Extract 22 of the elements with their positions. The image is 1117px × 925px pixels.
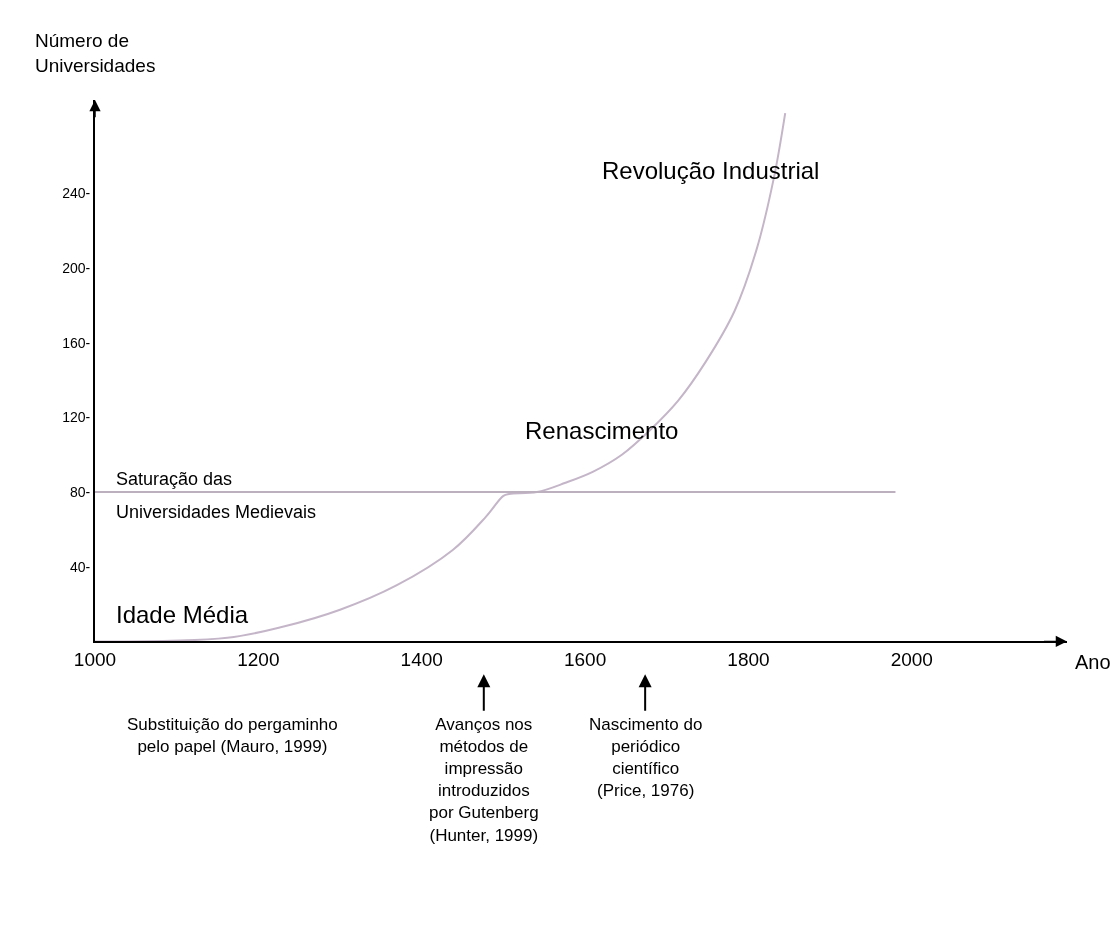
x-tick-label: 1400 bbox=[400, 649, 443, 671]
x-tick-label: 2000 bbox=[890, 649, 933, 671]
text: Substituição do pergaminho pelo papel (Mauro, 1999) bbox=[127, 715, 338, 757]
y-tick-label: 40- bbox=[69, 558, 91, 575]
annotation: Universidades Medievais bbox=[116, 502, 317, 522]
y-tick-label: 160- bbox=[62, 334, 91, 351]
y-tick-label: 120- bbox=[62, 409, 91, 426]
annotation: Revolução Industrial bbox=[602, 157, 820, 184]
annotation: Saturação das bbox=[116, 469, 233, 489]
text: Nascimento do periódico científico (Price, 1976) bbox=[589, 715, 703, 801]
x-tick-label: 1600 bbox=[563, 649, 607, 671]
text: Avanços nos métodos de impressão introduzidos por Gutenberg (Hunter, 1999) bbox=[429, 715, 539, 845]
x-tick-label: 1200 bbox=[237, 649, 280, 671]
annotation: Idade Média bbox=[116, 601, 249, 628]
x-axis-title: Ano bbox=[1075, 651, 1111, 673]
annotation: Renascimento bbox=[525, 417, 679, 444]
y-tick-label: 80- bbox=[69, 483, 91, 500]
y-tick-label: 240- bbox=[62, 185, 91, 202]
x-tick-label: 1800 bbox=[727, 649, 770, 671]
y-axis-title: Número de Universidades bbox=[35, 30, 156, 76]
x-tick-label: 1000 bbox=[73, 649, 117, 671]
y-tick-label: 200- bbox=[62, 259, 91, 276]
